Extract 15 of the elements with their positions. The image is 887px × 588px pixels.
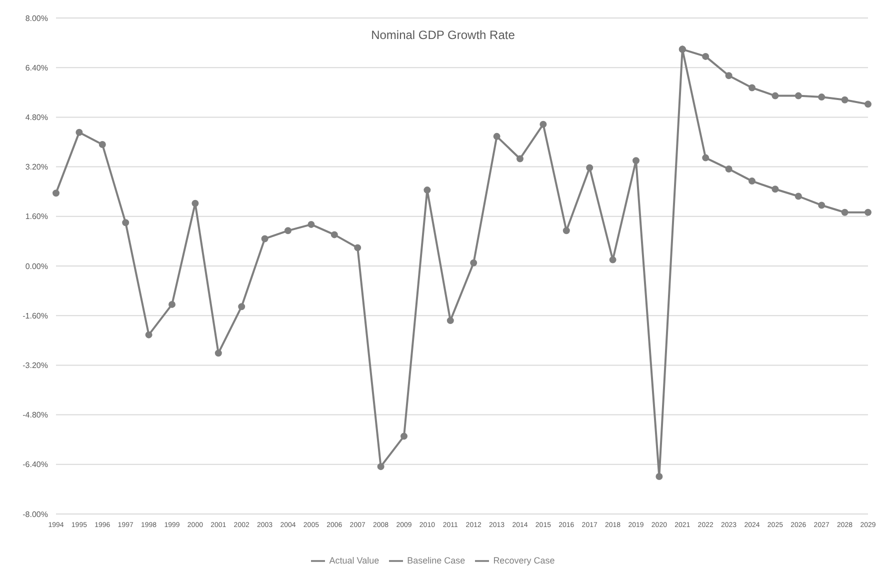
y-tick-label: 1.60% — [25, 212, 48, 222]
legend-label: Baseline Case — [407, 555, 466, 566]
y-tick-label: -6.40% — [22, 460, 48, 470]
y-tick-label: -3.20% — [22, 361, 48, 370]
y-tick-label: -1.60% — [22, 311, 48, 320]
y-tick-label: 6.40% — [25, 63, 48, 72]
legend-label: Actual Value — [329, 555, 380, 566]
y-tick-label: 0.00% — [25, 262, 48, 271]
legend-label: Recovery Case — [493, 555, 555, 566]
y-tick-label: 8.00% — [25, 14, 48, 23]
y-tick-label: -8.00% — [22, 510, 48, 519]
y-tick-label: -4.80% — [22, 410, 48, 420]
y-tick-label: 3.20% — [25, 162, 48, 172]
y-tick-label: 4.80% — [25, 113, 48, 122]
text: Nominal GDP Growth Rate — [370, 28, 516, 42]
